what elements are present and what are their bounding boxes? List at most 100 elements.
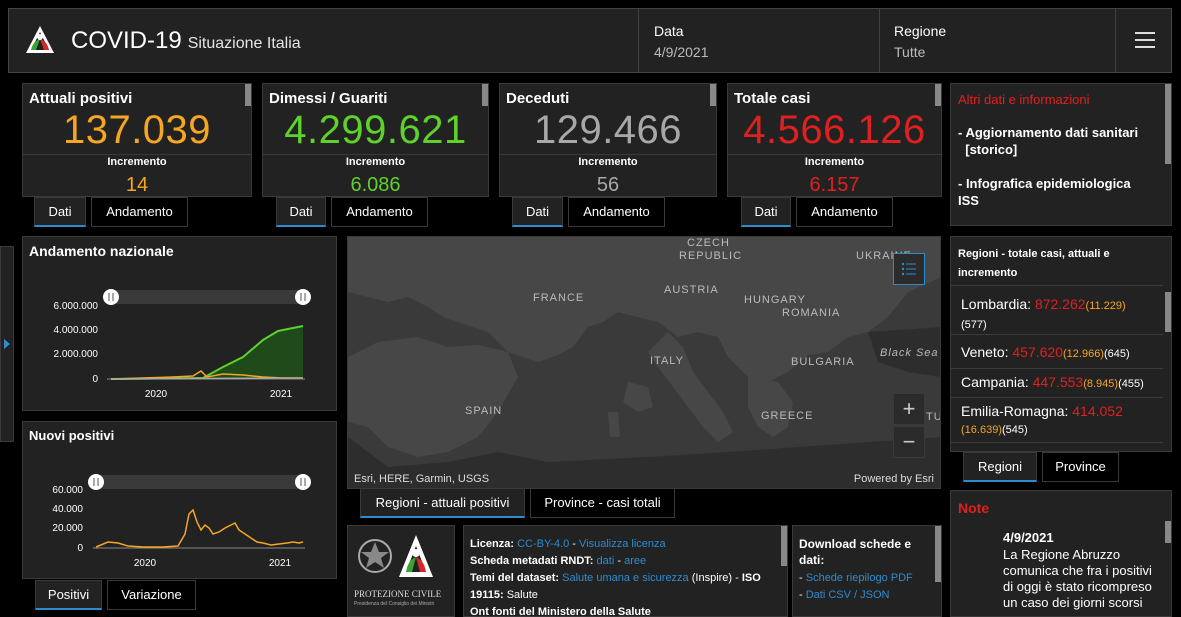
- rndt-dati-link[interactable]: dati: [596, 555, 615, 567]
- tab-variazione[interactable]: Variazione: [107, 580, 196, 610]
- x-tick: 2021: [270, 389, 293, 400]
- increment-label: Incremento: [107, 156, 167, 168]
- scrollbar[interactable]: [781, 526, 787, 566]
- view-license-link[interactable]: Visualizza licenza: [579, 538, 666, 550]
- scrollbar[interactable]: [245, 84, 251, 106]
- list-item-lombardia[interactable]: Lombardia: 872.262(11.229) (577): [961, 296, 1126, 331]
- tab-dati[interactable]: Dati: [276, 197, 326, 227]
- note-panel: Note 4/9/2021 La Regione Abruzzo comunic…: [950, 490, 1172, 617]
- header-bar: COVID-19 Situazione Italia Data 4/9/2021 …: [8, 8, 1172, 73]
- chevron-right-icon: [4, 339, 10, 349]
- zoom-in-button[interactable]: +: [893, 393, 925, 425]
- temi-link[interactable]: Salute umana e sicurezza: [562, 572, 689, 584]
- scrollbar[interactable]: [935, 84, 941, 106]
- x-tick: 2020: [134, 558, 157, 569]
- protezione-civile-logo-icon: [26, 26, 54, 53]
- row-divider: [951, 368, 1163, 369]
- tab-province-casi[interactable]: Province - casi totali: [530, 488, 675, 518]
- csv-json-download-link[interactable]: Dati CSV / JSON: [805, 589, 890, 601]
- card-divider: [23, 154, 251, 155]
- tab-dati[interactable]: Dati: [741, 197, 791, 227]
- tab-andamento[interactable]: Andamento: [796, 197, 893, 227]
- scrollbar[interactable]: [1165, 84, 1171, 164]
- nuovi-positivi-chart: 60.000 40.000 20.000 0 2020 2021: [52, 474, 311, 569]
- note-date: 4/9/2021: [1003, 530, 1054, 545]
- card-value: 137.039: [62, 108, 212, 152]
- map-label-black-sea: Black Sea: [880, 347, 939, 359]
- scrollbar[interactable]: [1165, 521, 1171, 543]
- range-handle-left[interactable]: [103, 289, 119, 305]
- legend-list-icon[interactable]: [893, 253, 925, 285]
- map-label-france: FRANCE: [533, 292, 585, 304]
- range-handle-right[interactable]: [295, 289, 311, 305]
- map-label-bulgaria: BULGARIA: [791, 356, 855, 368]
- side-panel-toggle[interactable]: [0, 246, 14, 442]
- pdf-download-link[interactable]: Schede riepilogo PDF: [805, 572, 913, 584]
- range-handle-left[interactable]: [88, 474, 104, 490]
- date-value[interactable]: 4/9/2021: [654, 44, 709, 60]
- increment-value: 14: [125, 174, 149, 196]
- tab-andamento[interactable]: Andamento: [91, 197, 188, 227]
- card-title: Attuali positivi: [29, 90, 133, 107]
- scrollbar[interactable]: [710, 84, 716, 106]
- tab-province[interactable]: Province: [1042, 452, 1119, 482]
- y-tick: 6.000.000: [54, 301, 99, 312]
- card-title: Dimessi / Guariti: [269, 90, 388, 107]
- card-value: 4.566.126: [743, 108, 926, 152]
- list-item-campania[interactable]: Campania: 447.553(8.945)(455): [961, 374, 1144, 390]
- y-tick: 20.000: [52, 523, 83, 534]
- scrollbar[interactable]: [482, 84, 488, 106]
- regioni-panel: Regioni - totale casi, attuali e increme…: [950, 236, 1172, 452]
- map-canvas: [348, 237, 940, 488]
- map-view[interactable]: CZECH REPUBLIC UKRAINE FRANCE AUSTRIA HU…: [347, 236, 941, 489]
- row-divider: [951, 442, 1163, 443]
- menu-icon[interactable]: [1135, 32, 1155, 48]
- andamento-nazionale-panel: Andamento nazionale 6.000.000 4.000.000 …: [22, 236, 337, 411]
- license-text: Licenza: CC-BY-4.0 - Visualizza licenza …: [470, 538, 761, 617]
- row-divider: [951, 285, 1163, 286]
- tab-andamento[interactable]: Andamento: [331, 197, 428, 227]
- increment-value: 6.086: [350, 174, 401, 196]
- attuali-line: [110, 370, 303, 380]
- chart-title: Nuovi positivi: [29, 428, 115, 443]
- y-tick: 0: [77, 543, 83, 554]
- deceduti-line: [110, 377, 304, 380]
- link-infografica[interactable]: - Infografica epidemiologica ISS: [958, 176, 1131, 208]
- list-item-veneto[interactable]: Veneto: 457.620(12.966)(645): [961, 344, 1130, 360]
- note-title: Note: [958, 500, 990, 516]
- app-title: COVID-19 Situazione Italia: [71, 27, 301, 55]
- tab-andamento[interactable]: Andamento: [568, 197, 665, 227]
- card-attuali-positivi: Attuali positivi 137.039 Incremento 14: [22, 83, 252, 197]
- range-handle-right[interactable]: [295, 474, 311, 490]
- scrollbar[interactable]: [1165, 292, 1171, 332]
- scrollbar[interactable]: [935, 526, 941, 582]
- license-link[interactable]: CC-BY-4.0: [517, 538, 570, 550]
- header-divider: [1115, 9, 1116, 72]
- map-label-austria: AUSTRIA: [664, 284, 719, 296]
- link-aggiornamento-dati[interactable]: - Aggiornamento dati sanitari [storico]: [958, 125, 1139, 157]
- tab-regioni[interactable]: Regioni: [963, 452, 1037, 482]
- row-divider: [951, 334, 1163, 335]
- italian-republic-emblem-icon: [358, 539, 392, 573]
- tab-regioni-attuali[interactable]: Regioni - attuali positivi: [360, 488, 525, 518]
- y-tick: 4.000.000: [54, 325, 99, 336]
- rndt-aree-link[interactable]: aree: [624, 555, 647, 567]
- list-item-emilia-romagna[interactable]: Emilia-Romagna: 414.052 (16.639)(545): [961, 403, 1123, 436]
- tab-dati[interactable]: Dati: [512, 197, 563, 227]
- row-divider: [951, 397, 1163, 398]
- tab-dati[interactable]: Dati: [34, 197, 86, 227]
- map-label-turk: TURK: [926, 411, 940, 423]
- zoom-out-button[interactable]: −: [893, 426, 925, 458]
- card-title: Deceduti: [506, 90, 570, 107]
- region-value[interactable]: Tutte: [894, 44, 926, 60]
- tab-positivi[interactable]: Positivi: [35, 580, 102, 610]
- powered-by-esri[interactable]: Powered by Esri: [853, 473, 934, 485]
- license-panel: Licenza: CC-BY-4.0 - Visualizza licenza …: [463, 525, 788, 617]
- card-dimessi-guariti: Dimessi / Guariti 4.299.621 Incremento 6…: [262, 83, 489, 197]
- protezione-civile-text: PROTEZIONE CIVILE: [354, 589, 442, 599]
- logo-panel: PROTEZIONE CIVILE Presidenza del Consigl…: [347, 525, 455, 617]
- download-title: Download schede e dati:: [799, 537, 912, 567]
- map-label-czech: CZECH: [687, 237, 730, 249]
- increment-value: 56: [596, 174, 620, 196]
- map-label-republic: REPUBLIC: [679, 250, 743, 262]
